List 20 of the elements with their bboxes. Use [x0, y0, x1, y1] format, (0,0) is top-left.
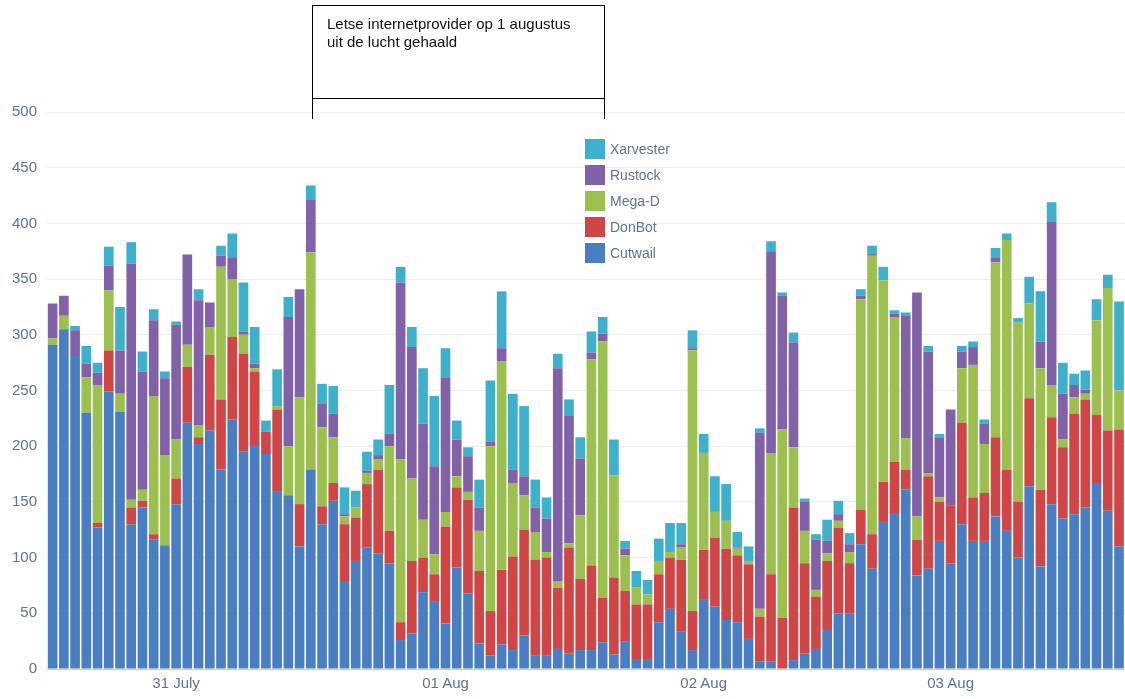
y-tick-label: 300	[12, 324, 38, 342]
legend-label: Mega-D	[610, 193, 660, 209]
legend-label: DonBot	[610, 219, 657, 235]
x-tick-label: 02 Aug	[680, 674, 728, 692]
legend-label: Xarvester	[610, 141, 670, 157]
y-tick-label: 450	[12, 157, 38, 175]
y-tick-label: 0	[28, 659, 38, 677]
x-tick-label: 01 Aug	[422, 674, 469, 692]
legend-label: Rustock	[610, 167, 661, 183]
y-tick-label: 250	[12, 380, 38, 398]
x-tick-label: 03 Aug	[927, 674, 974, 692]
y-tick-label: 100	[12, 547, 38, 565]
y-tick-label: 500	[12, 102, 38, 120]
y-tick-label: 400	[12, 213, 38, 231]
y-tick-label: 350	[12, 269, 38, 287]
legend-label: Cutwail	[610, 245, 656, 261]
y-tick-label: 50	[20, 603, 38, 621]
y-tick-label: 200	[12, 436, 38, 454]
x-tick-label: 31 July	[152, 674, 201, 692]
y-tick-label: 150	[12, 492, 38, 510]
